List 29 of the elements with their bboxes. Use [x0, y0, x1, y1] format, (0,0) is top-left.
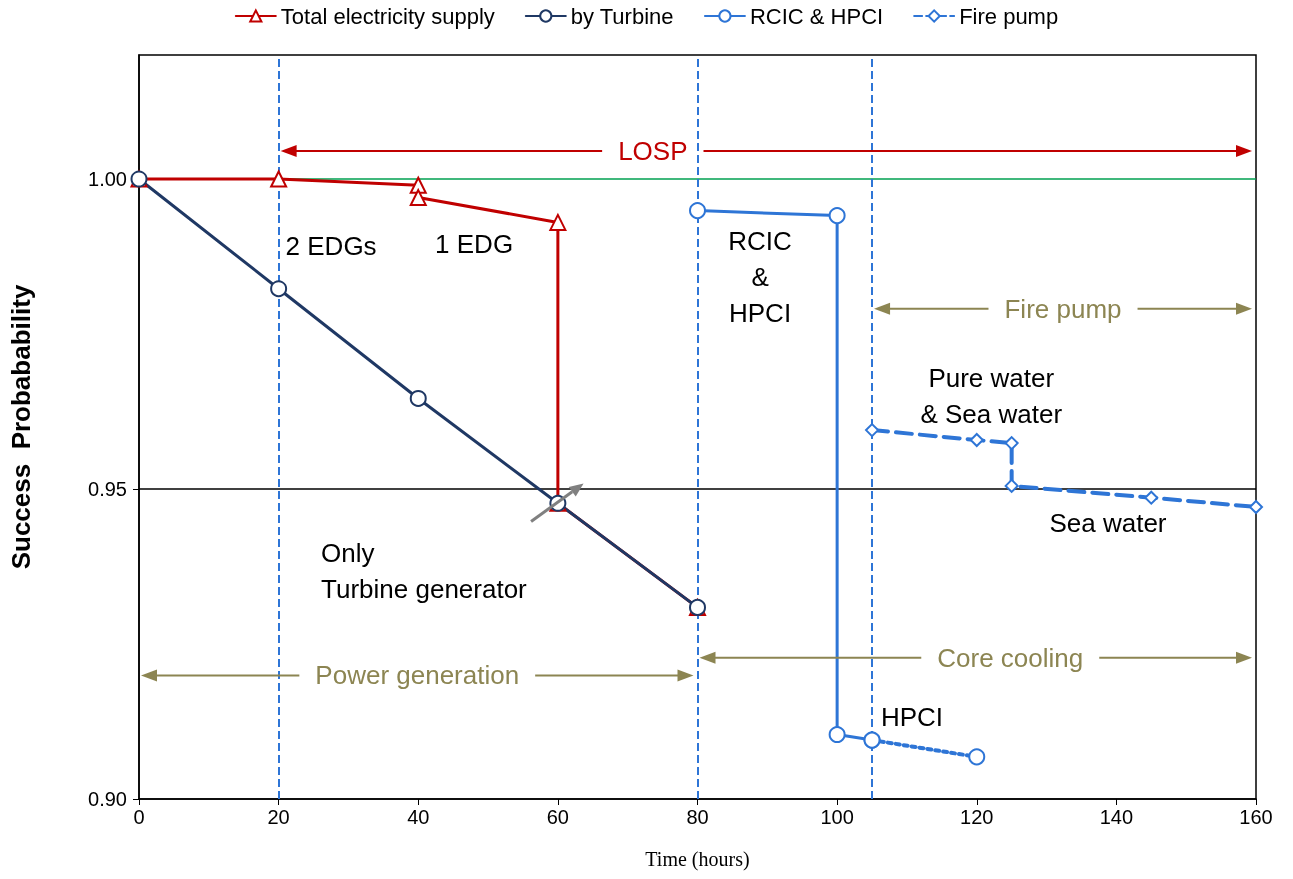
legend-label: by Turbine: [570, 3, 674, 29]
annotation: Core cooling: [937, 642, 1084, 673]
x-tick-label: 40: [407, 806, 430, 828]
annotation: 2 EDGs: [285, 231, 377, 262]
x-tick-label: 120: [960, 806, 994, 828]
x-tick-label: 80: [686, 806, 709, 828]
y-tick-label: 1.00: [88, 168, 127, 190]
annotation: Power generation: [315, 660, 520, 691]
annotation: 1 EDG: [435, 228, 514, 259]
x-tick-label: 160: [1239, 806, 1273, 828]
x-tick-label: 140: [1099, 806, 1134, 828]
x-tick-label: 60: [546, 806, 569, 828]
x-tick-label: 20: [267, 806, 290, 828]
annotation: Pure water & Sea water: [920, 362, 1063, 429]
x-axis-title: Time (hours): [645, 848, 750, 871]
y-tick-label: 0.90: [88, 788, 127, 810]
annotation: LOSP: [618, 135, 688, 166]
legend-label: Total electricity supply: [280, 3, 495, 29]
x-tick-label: 0: [133, 806, 145, 828]
y-axis-title: Success Probabability: [6, 284, 36, 570]
y-tick-label: 0.95: [88, 478, 127, 500]
annotation: Fire pump: [1004, 293, 1122, 324]
legend-label: RCIC & HPCI: [749, 3, 884, 29]
legend-label: Fire pump: [959, 3, 1059, 29]
annotation: Sea water: [1049, 507, 1167, 538]
annotation: HPCI: [880, 702, 944, 733]
annotation: Only Turbine generator: [321, 537, 528, 604]
annotation: RCIC & HPCI: [728, 225, 792, 328]
x-tick-label: 100: [820, 806, 854, 828]
